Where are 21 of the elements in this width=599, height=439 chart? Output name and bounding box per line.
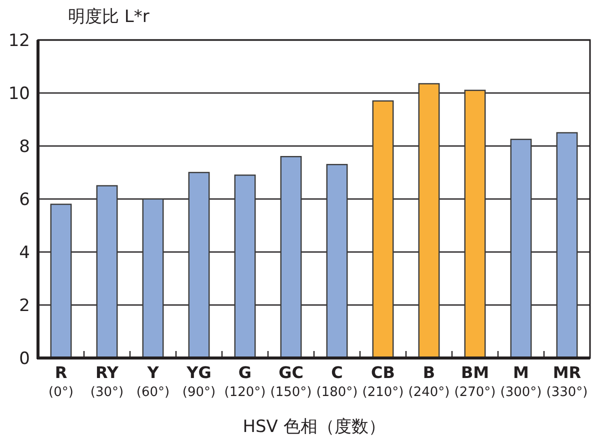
x-tick-label: Y (60°) — [136, 363, 170, 400]
y-tick-label: 4 — [19, 243, 30, 263]
y-axis-title: 明度比 L*r — [68, 7, 150, 27]
x-tick-label: MR (330°) — [546, 363, 588, 400]
y-tick-label: 8 — [19, 137, 30, 157]
x-tick-label: RY (30°) — [90, 363, 124, 400]
x-tick-label: G (120°) — [224, 363, 266, 400]
x-tick-label: YG (90°) — [182, 363, 216, 400]
x-axis-title: HSV 色相（度数） — [242, 417, 386, 437]
x-tick-label: CB (210°) — [362, 363, 404, 400]
x-tick-label: B (240°) — [408, 363, 450, 400]
y-tick-label: 0 — [19, 349, 30, 369]
y-tick-label: 12 — [8, 31, 30, 51]
y-tick-label: 6 — [19, 190, 30, 210]
y-tick-label: 2 — [19, 296, 30, 316]
y-tick-label: 10 — [8, 84, 30, 104]
x-tick-label: M (300°) — [500, 363, 542, 400]
x-tick-label: BM (270°) — [454, 363, 496, 400]
x-tick-label: GC (150°) — [270, 363, 312, 400]
x-tick-label: C (180°) — [316, 363, 358, 400]
x-tick-label: R (0°) — [48, 363, 74, 400]
